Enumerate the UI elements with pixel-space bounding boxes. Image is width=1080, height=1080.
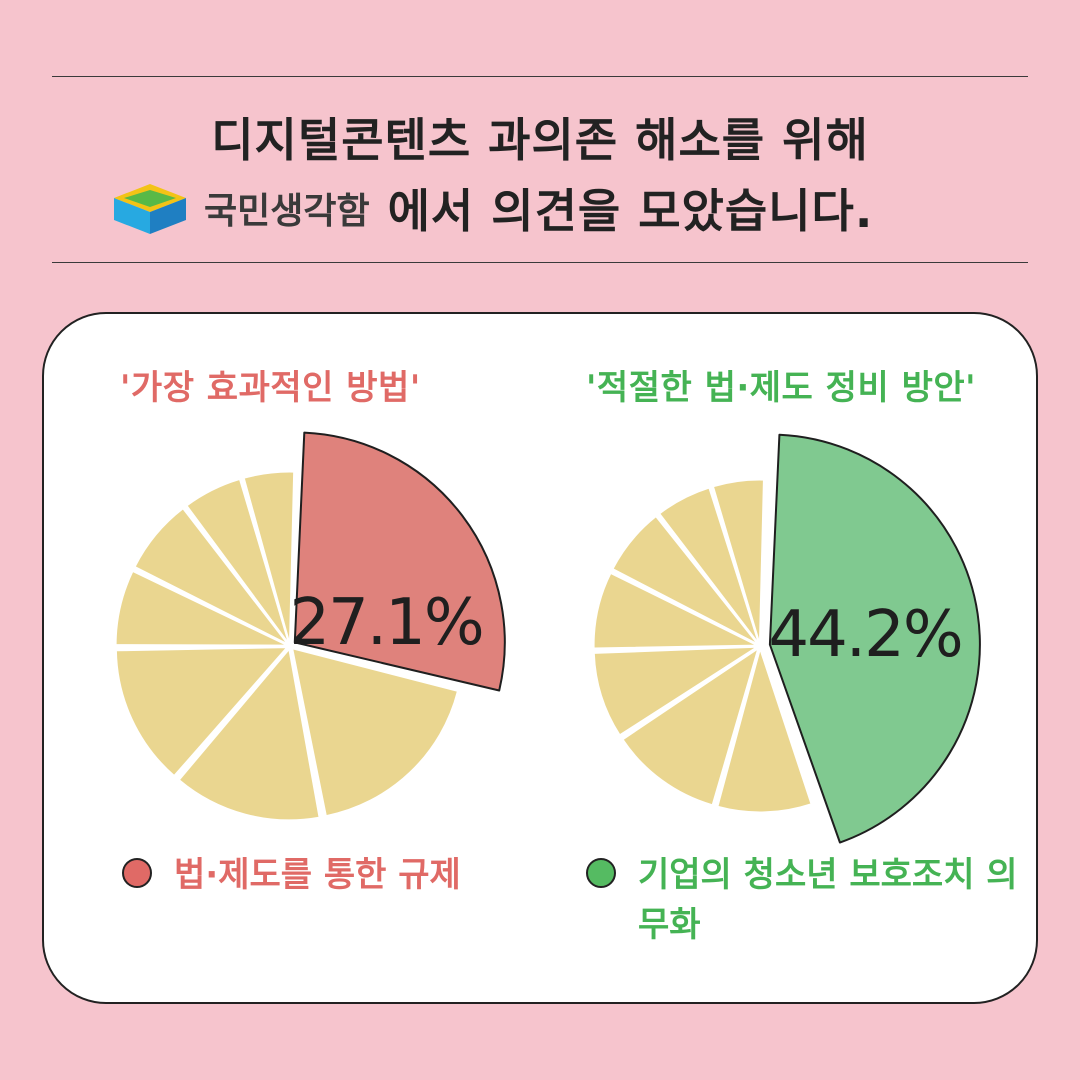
pie-slice	[593, 573, 757, 649]
legend-left: 법·제도를 통한 규제	[122, 850, 461, 900]
pie-slice	[243, 471, 295, 643]
pie-slice	[612, 516, 758, 644]
top-rule	[52, 76, 1028, 77]
pie-slice-highlight	[768, 433, 981, 844]
chart-title-left: '가장 효과적인 방법'	[120, 368, 421, 408]
pie-slice	[622, 648, 759, 806]
pie-slice	[186, 479, 289, 643]
pie-slice	[134, 508, 288, 644]
legend-left-swatch	[122, 858, 152, 888]
pie-slice	[593, 646, 757, 736]
pie-chart-left: 27.1%	[115, 431, 506, 821]
pie-slice	[115, 647, 287, 776]
pie-slice	[292, 648, 458, 817]
brand-name: 국민생각함	[204, 191, 370, 232]
chart-title-right: '적절한 법·제도 정비 방안'	[586, 368, 977, 408]
page-subtitle: 국민생각함 에서 의견을 모았습니다.	[110, 178, 873, 238]
bottom-rule	[52, 262, 1028, 263]
page-title: 디지털콘텐츠 과의존 해소를 위해	[211, 113, 869, 167]
legend-left-label: 법·제도를 통한 규제	[174, 855, 461, 895]
pie-highlight-percent-label: 44.2%	[768, 598, 961, 672]
pie-chart-right: 44.2%	[593, 433, 981, 844]
pie-slice	[659, 487, 759, 643]
page-title-line2: 에서 의견을 모았습니다.	[387, 184, 874, 238]
pie-slice-highlight	[293, 431, 506, 692]
legend-right-swatch	[586, 858, 616, 888]
legend-right: 기업의 청소년 보호조치 의무화	[586, 850, 1026, 950]
pie-highlight-percent-label: 27.1%	[289, 586, 482, 660]
pie-slice	[178, 649, 320, 821]
brand-box-logo-icon	[114, 184, 186, 234]
pie-slice	[717, 649, 812, 813]
pie-slice	[115, 571, 287, 646]
pie-slice	[713, 479, 764, 643]
legend-right-label: 기업의 청소년 보호조치 의무화	[638, 855, 1018, 945]
